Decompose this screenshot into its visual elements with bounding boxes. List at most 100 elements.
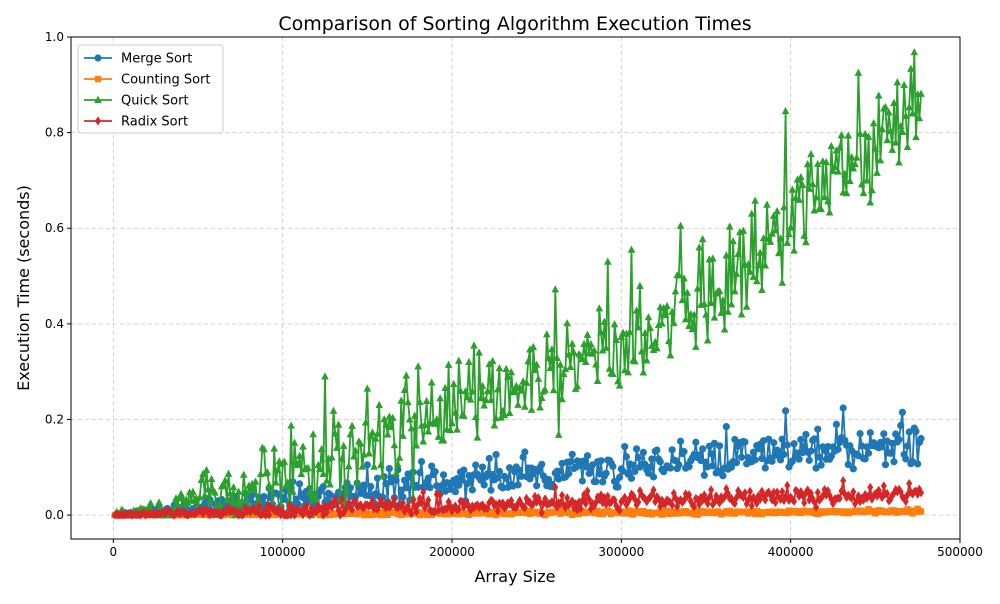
quick-sort-point — [548, 345, 556, 353]
quick-sort-point — [299, 442, 307, 450]
quick-sort-point — [700, 299, 709, 307]
quick-sort-point — [773, 207, 781, 215]
radix-sort-point — [814, 487, 821, 498]
radix-sort-point — [630, 490, 637, 501]
quick-sort-point — [419, 437, 428, 445]
merge-sort-point — [556, 467, 564, 475]
quick-sort-point — [676, 221, 685, 229]
radix-sort-point — [223, 507, 230, 517]
quick-sort-point — [603, 257, 612, 265]
counting-sort-point — [626, 507, 633, 514]
quick-sort-point — [368, 428, 377, 436]
quick-sort-point — [849, 164, 858, 172]
merge-sort-point — [732, 459, 741, 467]
x-tick-label: 400000 — [768, 545, 814, 559]
merge-sort-point — [646, 463, 654, 471]
merge-sort-point — [898, 408, 907, 416]
quick-sort-point — [224, 469, 233, 477]
quick-sort-point — [377, 460, 385, 468]
radix-sort-point — [533, 497, 540, 507]
merge-sort-point — [566, 457, 575, 466]
merge-sort-point — [807, 447, 815, 455]
merge-sort-point — [610, 477, 619, 485]
quick-sort-point — [526, 345, 534, 353]
radix-sort-point — [620, 495, 627, 505]
quick-sort-point — [263, 468, 272, 476]
quick-sort-point — [727, 300, 736, 308]
merge-sort-point — [627, 474, 636, 482]
merge-sort-point — [719, 472, 727, 480]
radix-sort-point — [408, 509, 415, 519]
quick-sort-point — [639, 368, 648, 376]
quick-sort-point — [465, 357, 473, 366]
quick-sort-point — [416, 397, 424, 406]
quick-sort-point — [802, 238, 810, 246]
radix-sort-point — [670, 488, 677, 498]
quick-sort-point — [719, 296, 727, 304]
merge-sort-point — [487, 486, 495, 494]
quick-sort-point — [566, 362, 575, 371]
radix-sort-point — [537, 497, 544, 508]
merge-sort-point — [776, 456, 785, 464]
merge-sort-point — [648, 455, 656, 463]
quick-sort-point — [319, 469, 328, 478]
merge-sort-point — [431, 468, 439, 476]
radix-sort-point — [799, 490, 806, 500]
quick-sort-point — [737, 310, 746, 318]
quick-sort-point — [857, 180, 866, 188]
legend-box — [77, 44, 224, 134]
merge-sort-point — [783, 441, 791, 449]
merge-sort-point — [653, 446, 661, 454]
quick-sort-point — [910, 48, 919, 56]
counting-sort-point — [465, 511, 473, 518]
quick-sort-point — [803, 160, 812, 168]
quick-sort-point — [260, 445, 268, 453]
merge-sort-point — [583, 452, 592, 460]
radix-sort-point — [784, 480, 791, 491]
quick-sort-point — [610, 320, 619, 328]
merge-sort-point — [495, 467, 504, 476]
quick-sort-point — [856, 129, 864, 137]
quick-sort-point — [642, 356, 651, 364]
radix-sort-point — [420, 487, 427, 497]
quick-sort-point — [835, 143, 844, 151]
quick-sort-point — [692, 342, 700, 350]
radix-sort-point — [406, 506, 413, 516]
quick-sort-point — [289, 487, 297, 495]
quick-sort-point — [305, 487, 314, 496]
merge-sort-point — [856, 430, 864, 438]
radix-sort-point — [840, 476, 847, 486]
merge-sort-point — [903, 442, 912, 450]
quick-sort-point — [256, 469, 265, 478]
radix-sort-point — [828, 494, 835, 504]
quick-sort-point — [568, 339, 577, 347]
quick-sort-point — [524, 357, 532, 365]
merge-sort-point — [634, 453, 642, 462]
merge-sort-point — [814, 425, 822, 433]
quick-sort-point — [534, 374, 543, 382]
quick-sort-point — [846, 176, 854, 185]
quick-sort-point — [333, 443, 341, 451]
merge-sort-point — [296, 480, 304, 488]
radix-sort-point — [581, 490, 588, 500]
quick-sort-point — [280, 457, 289, 465]
quick-sort-point — [651, 337, 659, 345]
merge-sort-point — [666, 464, 675, 472]
radix-sort-point — [662, 499, 669, 509]
radix-sort-point — [655, 494, 662, 504]
quick-sort-point — [228, 498, 236, 506]
radix-sort-point — [852, 499, 859, 509]
radix-sort-point — [418, 498, 425, 508]
merge-sort-point — [517, 472, 526, 480]
quick-sort-point — [890, 98, 898, 107]
quick-sort-point — [722, 251, 731, 259]
quick-sort-point — [695, 243, 704, 251]
quick-sort-point — [827, 141, 836, 150]
quick-sort-point — [248, 479, 256, 488]
merge-sort-point — [428, 462, 436, 470]
quick-sort-point — [734, 249, 742, 257]
quick-sort-point — [173, 499, 182, 508]
merge-sort-point — [622, 453, 631, 461]
quick-sort-point — [912, 132, 920, 141]
quick-sort-point — [844, 131, 853, 139]
